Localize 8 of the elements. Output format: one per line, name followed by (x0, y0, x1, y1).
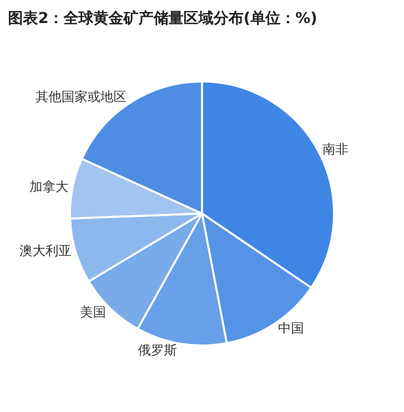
slice-label: 美国 (80, 304, 106, 320)
slice-label: 俄罗斯 (138, 344, 178, 359)
slice-label: 加拿大 (30, 180, 69, 196)
slice-label: 中国 (278, 322, 304, 337)
slice-label: 南非 (322, 142, 348, 158)
chart-title: 图表2：全球黄金矿产储量区域分布(单位：%) (8, 8, 318, 27)
slice-label: 其他国家或地区 (36, 88, 127, 105)
slice-label: 澳大利亚 (20, 244, 72, 260)
